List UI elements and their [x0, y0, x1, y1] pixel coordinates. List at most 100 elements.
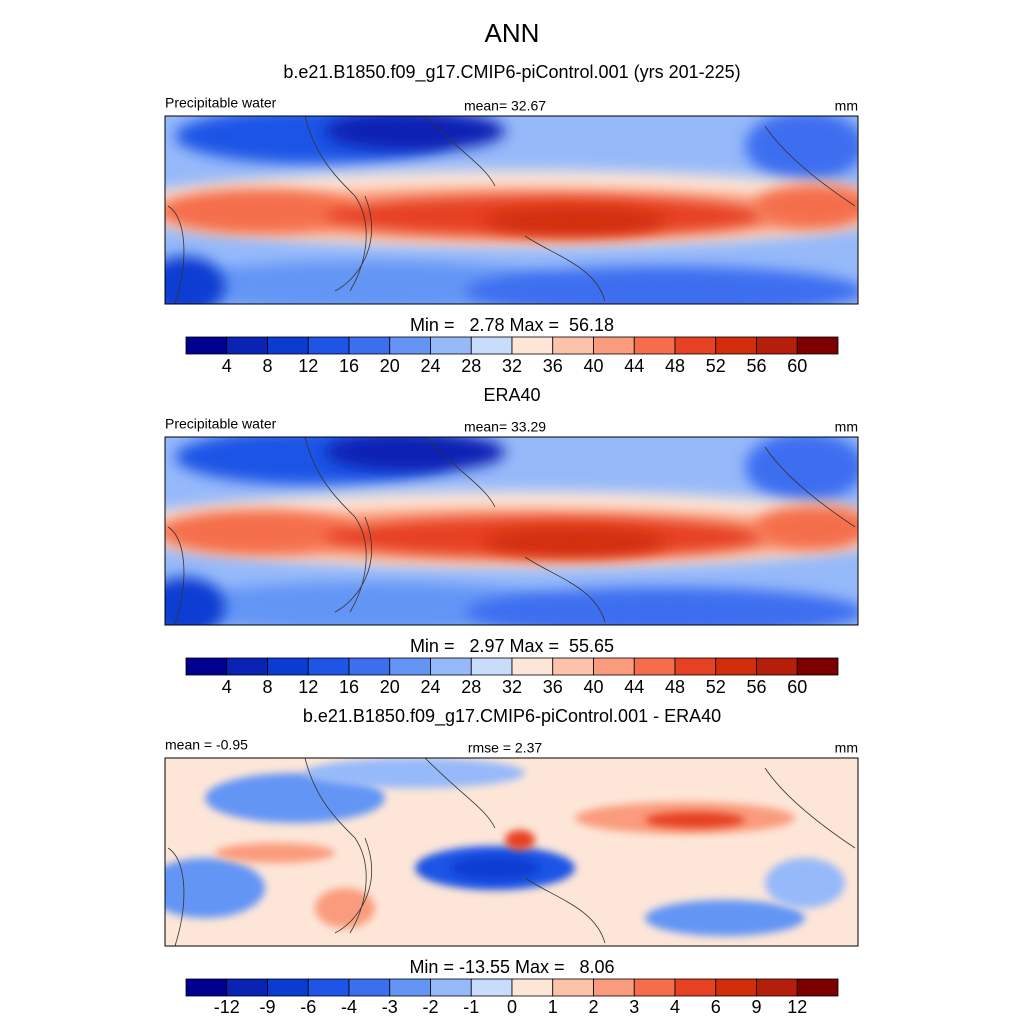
- colorbar-box: [593, 336, 635, 355]
- coastline: [334, 837, 372, 934]
- coastline: [167, 847, 185, 946]
- colorbar-label: 32: [502, 677, 522, 697]
- colorbar-label: 28: [461, 677, 481, 697]
- coastline: [524, 556, 606, 623]
- colorbar-label: 24: [420, 356, 440, 376]
- left-label: Precipitable water: [165, 95, 277, 111]
- colorbar-box: [593, 657, 635, 676]
- colorbar-label: 28: [461, 356, 481, 376]
- colorbar-label: 60: [787, 356, 807, 376]
- coastline: [424, 437, 496, 508]
- colorbar-box: [633, 657, 676, 676]
- colorbar-label: 16: [339, 356, 359, 376]
- colorbar-label: 3: [629, 997, 639, 1017]
- left-label: mean = -0.95: [165, 737, 248, 753]
- field-blob: [465, 587, 858, 625]
- map-frame: [164, 757, 859, 947]
- colorbar-label: 12: [787, 997, 807, 1017]
- colorbar-box: [796, 336, 839, 355]
- field-blob: [755, 505, 858, 549]
- field-blob: [215, 843, 335, 863]
- coastline: [424, 116, 496, 187]
- coastline: [524, 877, 606, 944]
- map-frame: [164, 436, 859, 626]
- colorbar-box: [430, 657, 472, 676]
- colorbar-label: 52: [706, 677, 726, 697]
- right-label: mm: [835, 740, 858, 756]
- colorbar-label: 1: [548, 997, 558, 1017]
- colorbar-box: [185, 978, 228, 997]
- min-max-stats: Min = -13.55 Max = 8.06: [409, 957, 614, 977]
- colorbar-label: 8: [262, 677, 272, 697]
- colorbar-box: [470, 657, 513, 676]
- coastline: [764, 125, 856, 207]
- colorbar-box: [633, 336, 676, 355]
- field-blob: [165, 261, 565, 304]
- colorbar-box: [756, 657, 798, 676]
- field-blob: [485, 528, 665, 556]
- colorbar-label: 20: [380, 356, 400, 376]
- colorbar-label: -12: [214, 997, 240, 1017]
- colorbar-box: [307, 657, 350, 676]
- field-blob: [755, 184, 858, 228]
- colorbar-box: [552, 336, 594, 355]
- colorbar-label: 12: [298, 677, 318, 697]
- field: [165, 437, 858, 625]
- colorbar-box: [185, 336, 228, 355]
- center-label: mean= 32.67: [464, 98, 546, 114]
- colorbar-box: [715, 336, 757, 355]
- colorbar-box: [307, 978, 350, 997]
- field-blob: [485, 207, 665, 235]
- colorbar-box: [796, 978, 839, 997]
- min-max-stats: Min = 2.97 Max = 55.65: [410, 636, 614, 656]
- colorbar-label: 20: [380, 677, 400, 697]
- colorbar-box: [226, 978, 268, 997]
- field: [165, 116, 858, 304]
- colorbar-label: -6: [300, 997, 316, 1017]
- field-blob: [465, 266, 858, 304]
- field-blob: [505, 830, 535, 850]
- figure-title: ANN: [485, 18, 540, 48]
- colorbar-label: 8: [262, 356, 272, 376]
- coastline: [334, 195, 372, 292]
- panel-heading: b.e21.B1850.f09_g17.CMIP6-piControl.001 …: [303, 706, 721, 727]
- colorbar-label: 9: [751, 997, 761, 1017]
- colorbar-label: 2: [588, 997, 598, 1017]
- coastline: [167, 526, 185, 625]
- coastline: [167, 205, 185, 304]
- panel: b.e21.B1850.f09_g17.CMIP6-piControl.001 …: [164, 62, 859, 376]
- coastline: [524, 235, 606, 302]
- colorbar-label: 16: [339, 677, 359, 697]
- colorbar-label: 4: [222, 356, 232, 376]
- panel-heading: ERA40: [483, 385, 540, 405]
- colorbar-box: [796, 657, 839, 676]
- field-blob: [315, 888, 375, 928]
- colorbar-box: [348, 336, 391, 355]
- colorbar-box: [511, 657, 554, 676]
- colorbar-box: [470, 336, 513, 355]
- colorbar-box: [430, 978, 472, 997]
- colorbar-box: [633, 978, 676, 997]
- colorbar-box: [715, 978, 757, 997]
- field-blob: [765, 858, 845, 908]
- coastline: [424, 758, 496, 829]
- coastline: [334, 516, 372, 613]
- center-label: mean= 33.29: [464, 419, 546, 435]
- coastline: [764, 767, 856, 849]
- colorbar-box: [389, 978, 431, 997]
- field-blob: [645, 900, 805, 936]
- colorbar-label: 0: [507, 997, 517, 1017]
- field-blob: [205, 773, 385, 823]
- colorbar-box: [348, 657, 391, 676]
- colorbar-label: -9: [259, 997, 275, 1017]
- colorbar-label: -3: [382, 997, 398, 1017]
- colorbar-box: [267, 336, 309, 355]
- colorbar-box: [470, 978, 513, 997]
- colorbar-box: [674, 336, 717, 355]
- field-blob: [745, 437, 858, 502]
- field-blob: [645, 812, 745, 828]
- colorbar-box: [267, 657, 309, 676]
- panel-heading: b.e21.B1850.f09_g17.CMIP6-piControl.001 …: [283, 62, 740, 83]
- colorbar-label: 48: [665, 356, 685, 376]
